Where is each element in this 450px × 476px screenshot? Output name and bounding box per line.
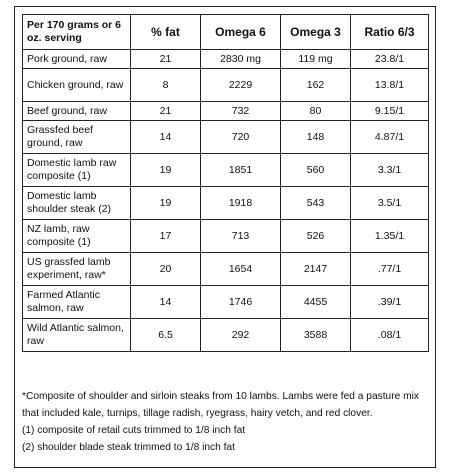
row-ratio-value: 23.8/1 (350, 49, 429, 69)
column-header-omega6: Omega 6 (200, 14, 281, 50)
row-ratio-value: 13.8/1 (350, 68, 429, 102)
row-food-name: NZ lamb, raw composite (1) (22, 219, 131, 253)
row-fat-value: 8 (130, 68, 201, 102)
row-fat-value: 19 (130, 153, 201, 187)
row-food-name: Pork ground, raw (22, 49, 131, 69)
table-row: Farmed Atlantic salmon, raw 14 1746 4455… (22, 285, 429, 319)
row-ratio-value: .77/1 (350, 252, 429, 286)
document-frame (14, 6, 436, 468)
row-food-name: Wild Atlantic salmon, raw (22, 318, 131, 352)
row-omega6-value: 2830 mg (200, 49, 281, 69)
row-ratio-value: .08/1 (350, 318, 429, 352)
row-ratio-value: .39/1 (350, 285, 429, 319)
table-row: Chicken ground, raw 8 2229 162 13.8/1 (22, 68, 429, 102)
omega-ratio-table: Per 170 grams or 6 oz. serving % fat Ome… (22, 14, 429, 352)
row-fat-value: 14 (130, 120, 201, 154)
table-row: Domestic lamb shoulder steak (2) 19 1918… (22, 186, 429, 220)
column-header-ratio: Ratio 6/3 (350, 14, 429, 50)
table-row: NZ lamb, raw composite (1) 17 713 526 1.… (22, 219, 429, 253)
row-omega6-value: 732 (200, 101, 281, 121)
row-omega6-value: 713 (200, 219, 281, 253)
table-row: Beef ground, raw 21 732 80 9.15/1 (22, 101, 429, 121)
row-omega6-value: 720 (200, 120, 281, 154)
row-fat-value: 21 (130, 101, 201, 121)
row-ratio-value: 4.87/1 (350, 120, 429, 154)
row-omega3-value: 119 mg (280, 49, 351, 69)
row-omega3-value: 148 (280, 120, 351, 154)
row-omega3-value: 543 (280, 186, 351, 220)
row-food-name: Beef ground, raw (22, 101, 131, 121)
row-ratio-value: 3.3/1 (350, 153, 429, 187)
row-omega6-value: 2229 (200, 68, 281, 102)
footnote-1: (1) composite of retail cuts trimmed to … (22, 425, 246, 436)
column-header-fat: % fat (130, 14, 201, 50)
row-omega3-value: 162 (280, 68, 351, 102)
row-fat-value: 6.5 (130, 318, 201, 352)
column-header-serving: Per 170 grams or 6 oz. serving (22, 14, 131, 50)
row-food-name: Chicken ground, raw (22, 68, 131, 102)
row-food-name: Farmed Atlantic salmon, raw (22, 285, 131, 319)
row-fat-value: 14 (130, 285, 201, 319)
row-omega3-value: 80 (280, 101, 351, 121)
footnotes: *Composite of shoulder and sirloin steak… (22, 388, 430, 456)
footnote-star: *Composite of shoulder and sirloin steak… (22, 391, 419, 419)
table-row: Pork ground, raw 21 2830 mg 119 mg 23.8/… (22, 49, 429, 69)
table-row: Domestic lamb raw composite (1) 19 1851 … (22, 153, 429, 187)
table-header-row: Per 170 grams or 6 oz. serving % fat Ome… (22, 14, 429, 50)
table-row: US grassfed lamb experiment, raw* 20 165… (22, 252, 429, 286)
row-omega3-value: 526 (280, 219, 351, 253)
row-omega6-value: 292 (200, 318, 281, 352)
row-ratio-value: 1.35/1 (350, 219, 429, 253)
row-ratio-value: 9.15/1 (350, 101, 429, 121)
row-omega3-value: 3588 (280, 318, 351, 352)
row-omega6-value: 1654 (200, 252, 281, 286)
row-fat-value: 19 (130, 186, 201, 220)
row-omega6-value: 1746 (200, 285, 281, 319)
row-ratio-value: 3.5/1 (350, 186, 429, 220)
row-omega3-value: 4455 (280, 285, 351, 319)
row-fat-value: 17 (130, 219, 201, 253)
row-omega6-value: 1918 (200, 186, 281, 220)
row-omega3-value: 2147 (280, 252, 351, 286)
table-row: Wild Atlantic salmon, raw 6.5 292 3588 .… (22, 318, 429, 352)
row-omega3-value: 560 (280, 153, 351, 187)
row-food-name: US grassfed lamb experiment, raw* (22, 252, 131, 286)
row-food-name: Domestic lamb raw composite (1) (22, 153, 131, 187)
row-food-name: Grassfed beef ground, raw (22, 120, 131, 154)
table-row: Grassfed beef ground, raw 14 720 148 4.8… (22, 120, 429, 154)
row-food-name: Domestic lamb shoulder steak (2) (22, 186, 131, 220)
row-omega6-value: 1851 (200, 153, 281, 187)
column-header-omega3: Omega 3 (280, 14, 351, 50)
footnote-2: (2) shoulder blade steak trimmed to 1/8 … (22, 442, 235, 453)
row-fat-value: 20 (130, 252, 201, 286)
row-fat-value: 21 (130, 49, 201, 69)
